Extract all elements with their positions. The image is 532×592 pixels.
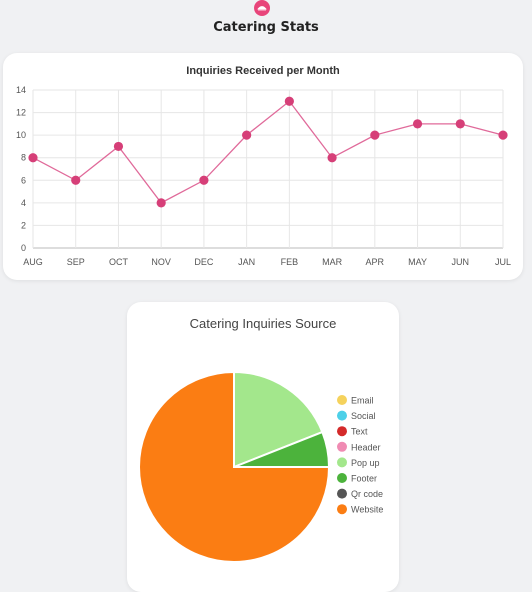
y-tick-label: 0 — [21, 243, 26, 253]
data-point — [156, 198, 166, 208]
x-tick-label: MAY — [408, 257, 427, 267]
data-point — [284, 96, 294, 106]
legend-label: Email — [351, 396, 374, 406]
pie-chart-card: Catering Inquiries Source Email Social Tex… — [127, 302, 399, 592]
legend-swatch — [337, 473, 347, 483]
legend-swatch — [337, 504, 347, 515]
x-tick-label: SEP — [67, 257, 85, 267]
data-point — [455, 119, 465, 129]
legend-label: Header — [351, 442, 381, 452]
pie-chart: Email Social Text Header Pop up Footer Qr code… — [138, 370, 383, 563]
pie-slice — [138, 370, 331, 563]
line-chart: 0 2 4 6 8 10 12 14 AUG SEP OCT NOV DEC JAN FEB MAR APR MA… — [16, 85, 511, 267]
legend-swatch — [337, 457, 347, 468]
y-tick-label: 8 — [21, 153, 26, 163]
pie-chart-title: Catering Inquiries Source — [189, 316, 337, 331]
x-tick-label: APR — [366, 257, 385, 267]
legend-swatch — [337, 395, 347, 405]
legend-swatch — [337, 426, 347, 437]
y-tick-label: 12 — [16, 108, 26, 118]
legend-label: Footer — [351, 474, 377, 484]
data-point — [370, 130, 380, 140]
data-point — [28, 153, 38, 163]
data-point — [242, 130, 252, 140]
legend-swatch — [337, 488, 347, 499]
x-tick-label: MAR — [322, 257, 343, 267]
data-point — [199, 175, 209, 185]
data-point — [412, 119, 423, 129]
page-title: Catering Stats — [213, 20, 319, 35]
legend-label: Website — [351, 505, 383, 515]
data-point — [327, 153, 337, 163]
data-point — [498, 130, 508, 140]
logo-icon — [254, 0, 270, 16]
pie-slice — [233, 370, 324, 469]
line-chart-title: Inquiries Received per Month — [186, 65, 340, 77]
y-tick-label: 10 — [16, 130, 26, 140]
x-tick-label: DEC — [194, 257, 214, 267]
legend-label: Text — [351, 427, 368, 437]
x-tick-label: FEB — [281, 257, 299, 267]
legend-swatch — [337, 441, 347, 452]
x-tick-label: AUG — [23, 257, 43, 267]
x-tick-label: OCT — [109, 257, 129, 267]
y-tick-label: 4 — [21, 198, 26, 208]
legend-label: Social — [351, 411, 376, 421]
y-tick-label: 2 — [21, 220, 26, 230]
legend-label: Pop up — [351, 458, 380, 468]
x-tick-label: JUL — [495, 257, 511, 267]
x-tick-label: JAN — [238, 257, 255, 267]
series-line — [32, 100, 504, 204]
x-tick-label: NOV — [151, 257, 171, 267]
legend-label: Qr code — [351, 489, 383, 499]
x-tick-label: JUN — [452, 257, 470, 267]
legend-swatch — [337, 410, 347, 421]
data-point — [71, 175, 81, 185]
y-tick-label: 6 — [21, 175, 26, 185]
data-point — [113, 141, 124, 152]
line-chart-card: Inquiries Received per Month 0 2 4 6 8 10 12 14… — [3, 53, 523, 280]
y-tick-label: 14 — [16, 85, 26, 95]
